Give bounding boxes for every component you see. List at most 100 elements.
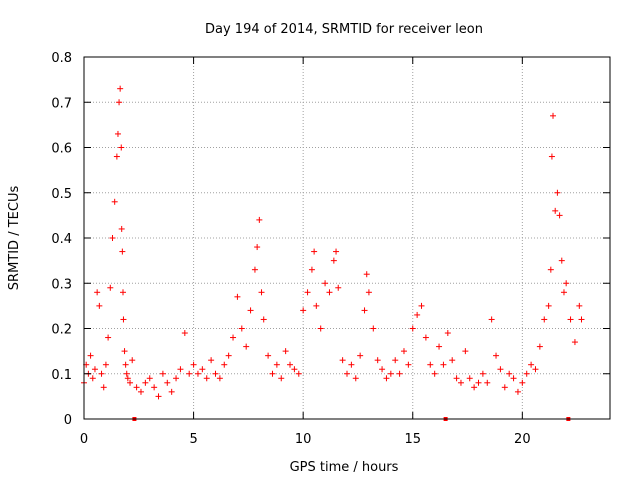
data-point bbox=[422, 334, 429, 341]
data-point bbox=[475, 379, 482, 386]
y-tick-label: 0.6 bbox=[51, 142, 72, 157]
data-point bbox=[387, 370, 394, 377]
data-point bbox=[479, 370, 486, 377]
data-point bbox=[120, 316, 127, 323]
data-point bbox=[238, 325, 245, 332]
data-point bbox=[506, 370, 513, 377]
data-point bbox=[552, 207, 559, 214]
data-point bbox=[308, 266, 315, 273]
data-point bbox=[392, 357, 399, 364]
data-point bbox=[122, 361, 129, 368]
data-point bbox=[142, 379, 149, 386]
x-tick-label: 10 bbox=[295, 432, 312, 447]
data-point bbox=[181, 330, 188, 337]
data-point bbox=[335, 284, 342, 291]
data-point bbox=[365, 289, 372, 296]
data-point bbox=[199, 366, 206, 373]
data-point bbox=[339, 357, 346, 364]
data-point bbox=[436, 343, 443, 350]
data-point bbox=[414, 311, 421, 318]
data-point bbox=[431, 370, 438, 377]
data-point bbox=[330, 257, 337, 264]
data-point bbox=[114, 130, 121, 137]
data-point bbox=[370, 325, 377, 332]
data-point bbox=[457, 379, 464, 386]
axes bbox=[83, 56, 611, 420]
data-point bbox=[554, 189, 561, 196]
y-tick-label: 0.8 bbox=[51, 51, 72, 66]
data-point bbox=[230, 334, 237, 341]
data-point bbox=[548, 153, 555, 160]
y-tick-label: 0.3 bbox=[51, 277, 72, 292]
data-point bbox=[333, 248, 340, 255]
data-point bbox=[124, 375, 131, 382]
y-tick-label: 0.7 bbox=[51, 96, 72, 111]
data-point bbox=[278, 375, 285, 382]
data-point bbox=[519, 379, 526, 386]
data-point bbox=[383, 375, 390, 382]
data-point bbox=[563, 280, 570, 287]
data-point bbox=[357, 352, 364, 359]
data-point bbox=[379, 366, 386, 373]
data-point bbox=[118, 144, 125, 151]
data-point bbox=[100, 384, 107, 391]
data-point bbox=[326, 289, 333, 296]
data-point bbox=[120, 289, 127, 296]
data-point bbox=[234, 293, 241, 300]
chart-title: Day 194 of 2014, SRMTID for receiver leo… bbox=[205, 22, 483, 37]
data-point bbox=[194, 370, 201, 377]
data-point bbox=[400, 348, 407, 355]
data-point bbox=[344, 370, 350, 377]
x-tick-label: 15 bbox=[404, 432, 421, 447]
data-point bbox=[137, 388, 144, 395]
data-point bbox=[532, 366, 539, 373]
data-point bbox=[418, 302, 425, 309]
data-point bbox=[514, 388, 521, 395]
data-point bbox=[363, 271, 370, 278]
data-point bbox=[94, 289, 101, 296]
data-point bbox=[374, 357, 381, 364]
y-tick-label: 0.4 bbox=[51, 232, 72, 247]
data-point bbox=[225, 352, 232, 359]
data-point bbox=[177, 366, 184, 373]
data-point bbox=[576, 302, 583, 309]
data-point bbox=[352, 375, 359, 382]
data-point bbox=[127, 379, 134, 386]
data-point bbox=[287, 361, 294, 368]
data-point bbox=[155, 393, 162, 400]
data-point bbox=[541, 316, 548, 323]
plot-frame bbox=[83, 56, 611, 420]
data-point bbox=[488, 316, 495, 323]
data-point bbox=[256, 216, 263, 223]
data-point bbox=[311, 248, 318, 255]
data-point bbox=[282, 348, 289, 355]
data-point bbox=[102, 361, 109, 368]
data-point bbox=[98, 370, 105, 377]
data-point bbox=[117, 85, 124, 92]
x-tick-label: 0 bbox=[80, 432, 88, 447]
data-point bbox=[247, 307, 254, 314]
tick-labels: 0 0.1 0.2 0.3 0.4 0.5 0.6 0.7 0.8 0 5 10 15 20 bbox=[51, 51, 530, 447]
data-point bbox=[105, 334, 112, 341]
data-point bbox=[409, 325, 416, 332]
data-point bbox=[317, 325, 324, 332]
x-tick-label: 5 bbox=[189, 432, 197, 447]
data-point bbox=[186, 370, 193, 377]
data-point bbox=[113, 153, 120, 160]
data-point bbox=[405, 361, 412, 368]
data-point bbox=[119, 248, 126, 255]
data-point bbox=[484, 379, 491, 386]
data-point bbox=[168, 388, 175, 395]
data-point bbox=[322, 280, 329, 287]
data-point bbox=[295, 370, 302, 377]
data-point bbox=[121, 348, 128, 355]
data-point bbox=[497, 366, 504, 373]
data-point bbox=[578, 316, 585, 323]
data-point bbox=[449, 357, 456, 364]
data-point bbox=[523, 370, 530, 377]
data-point bbox=[221, 361, 228, 368]
data-point bbox=[118, 225, 125, 232]
data-point bbox=[258, 289, 265, 296]
data-point bbox=[273, 361, 280, 368]
